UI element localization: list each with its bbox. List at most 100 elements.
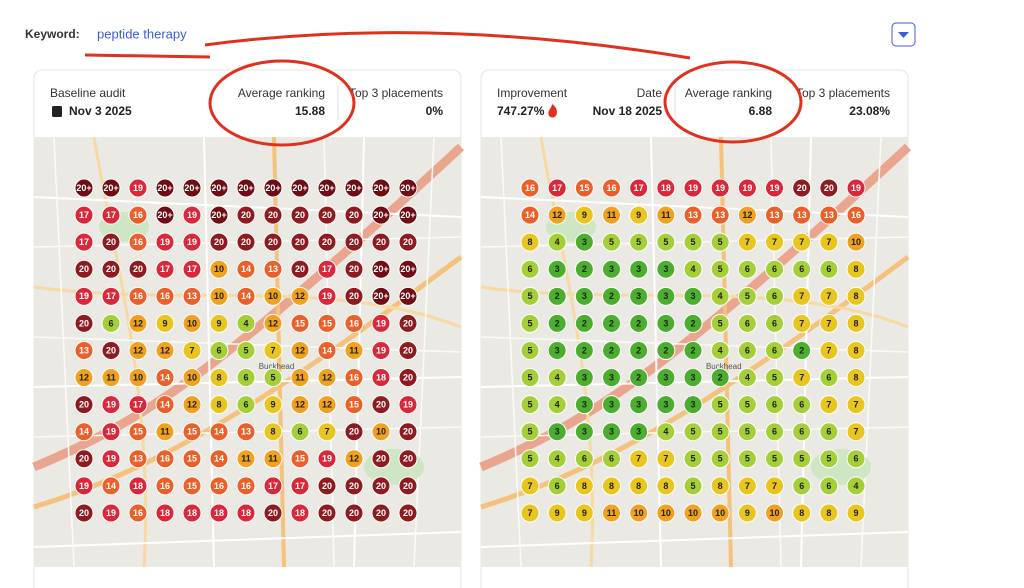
rank-value: 2	[636, 318, 641, 328]
rank-value: 9	[854, 508, 859, 518]
rank-value: 6	[527, 264, 532, 274]
rank-marker	[182, 178, 202, 198]
rank-marker	[656, 313, 676, 333]
rank-marker	[683, 476, 703, 496]
rank-value: 3	[663, 372, 668, 382]
rank-value: 17	[106, 210, 116, 220]
rank-marker	[846, 340, 866, 360]
rank-marker	[520, 449, 540, 469]
rank-value: 20	[403, 508, 413, 518]
rank-value: 16	[525, 183, 535, 193]
rank-value: 20	[268, 237, 278, 247]
rank-marker	[710, 368, 730, 388]
rank-marker	[74, 178, 94, 198]
rank-marker	[290, 232, 310, 252]
rank-value: 13	[241, 427, 251, 437]
rank-value: 2	[691, 318, 696, 328]
rank-marker	[547, 205, 567, 225]
rank-marker	[846, 259, 866, 279]
rank-value: 20+	[157, 210, 172, 220]
rank-value: 8	[854, 264, 859, 274]
rank-value: 20+	[319, 183, 334, 193]
rank-value: 20	[797, 183, 807, 193]
rank-value: 6	[772, 291, 777, 301]
rank-marker	[819, 395, 839, 415]
rank-value: 10	[851, 237, 861, 247]
rank-value: 15	[187, 481, 197, 491]
rank-value: 7	[772, 237, 777, 247]
rank-value: 17	[160, 264, 170, 274]
rank-value: 2	[582, 264, 587, 274]
rank-marker	[819, 503, 839, 523]
rank-marker	[155, 476, 175, 496]
rank-value: 20	[403, 454, 413, 464]
rank-marker	[209, 476, 229, 496]
rank-marker	[656, 422, 676, 442]
rank-marker	[128, 395, 148, 415]
rank-value: 7	[799, 291, 804, 301]
rank-marker	[846, 422, 866, 442]
rank-value: 16	[349, 372, 359, 382]
rank-marker	[629, 286, 649, 306]
rank-marker	[155, 368, 175, 388]
rank-value: 15	[187, 454, 197, 464]
rank-value: 20	[376, 237, 386, 247]
rank-value: 6	[555, 481, 560, 491]
rank-marker	[290, 313, 310, 333]
rank-marker	[182, 503, 202, 523]
rank-marker	[182, 286, 202, 306]
rank-value: 20+	[400, 291, 415, 301]
rank-value: 4	[555, 372, 560, 382]
rank-value: 12	[187, 400, 197, 410]
rank-value: 4	[745, 372, 750, 382]
rank-value: 13	[187, 291, 197, 301]
rank-marker	[290, 178, 310, 198]
rank-value: 7	[799, 372, 804, 382]
rank-value: 20+	[238, 183, 253, 193]
rank-marker	[792, 340, 812, 360]
rank-value: 12	[295, 345, 305, 355]
rank-value: 5	[799, 454, 804, 464]
rank-value: 7	[527, 508, 532, 518]
rank-value: 2	[609, 318, 614, 328]
rank-value: 15	[349, 400, 359, 410]
rank-marker	[737, 422, 757, 442]
rank-value: 3	[636, 400, 641, 410]
rank-marker	[846, 395, 866, 415]
rank-value: 4	[555, 454, 560, 464]
rank-marker	[602, 340, 622, 360]
rank-marker	[574, 205, 594, 225]
rank-marker	[547, 476, 567, 496]
rank-value: 10	[770, 508, 780, 518]
rank-marker	[792, 476, 812, 496]
rank-value: 6	[745, 264, 750, 274]
rank-marker	[737, 205, 757, 225]
rank-value: 7	[826, 318, 831, 328]
rank-value: 9	[636, 210, 641, 220]
rank-marker	[792, 503, 812, 523]
rank-marker	[101, 259, 121, 279]
rank-value: 17	[268, 481, 278, 491]
rank-marker	[155, 395, 175, 415]
rank-value: 3	[582, 427, 587, 437]
rank-marker	[209, 313, 229, 333]
rank-value: 20+	[157, 183, 172, 193]
rank-marker	[74, 205, 94, 225]
rank-marker	[846, 205, 866, 225]
rank-marker	[683, 340, 703, 360]
stat-label: Top 3 placements	[349, 86, 443, 100]
rank-value: 12	[742, 210, 752, 220]
rank-value: 10	[376, 427, 386, 437]
rank-marker	[290, 449, 310, 469]
rank-marker	[101, 503, 121, 523]
rank-marker	[710, 395, 730, 415]
rank-value: 8	[609, 481, 614, 491]
rank-value: 17	[106, 291, 116, 301]
rank-marker	[182, 395, 202, 415]
rank-marker	[74, 232, 94, 252]
rank-value: 5	[527, 427, 532, 437]
rank-value: 2	[636, 372, 641, 382]
rank-value: 20	[79, 508, 89, 518]
rank-marker	[371, 395, 391, 415]
stat-value: 0%	[426, 104, 444, 118]
